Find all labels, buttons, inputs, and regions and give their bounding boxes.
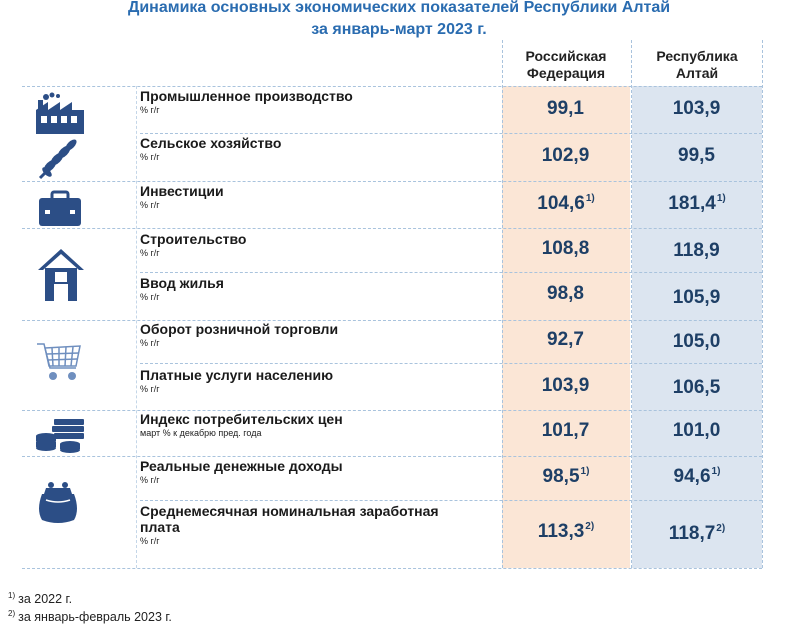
divider-horizontal [140, 500, 762, 501]
divider-horizontal [22, 568, 762, 569]
divider-horizontal [22, 86, 762, 87]
altai-value: 99,5 [678, 145, 715, 166]
wheat-icon [38, 139, 77, 180]
russia-column-header: Российская Федерация [525, 48, 607, 81]
page-title: Динамика основных экономических показате… [127, 0, 671, 16]
row-label: Сельское хозяйство [140, 135, 282, 151]
page-subtitle: за январь-март 2023 г. [311, 21, 487, 38]
divider-horizontal [22, 320, 762, 321]
factory-icon [36, 92, 84, 134]
divider-vertical [631, 40, 632, 568]
divider-horizontal [22, 181, 762, 182]
row-unit: % г/г [140, 475, 160, 485]
altai-value: 106,5 [672, 377, 721, 398]
row-label: Оборот розничной торговли [140, 321, 339, 337]
altai-value: 103,9 [672, 98, 721, 119]
wallet-icon [39, 482, 77, 523]
row-label: Строительство [140, 231, 247, 247]
russia-value: 99,1 [547, 98, 584, 119]
row-unit: % г/г [140, 152, 160, 162]
divider-horizontal [22, 228, 762, 229]
row-label: Промышленное производство [140, 88, 353, 104]
shopping-cart-icon [37, 343, 81, 380]
russia-column-background [502, 86, 630, 568]
coins-icon [36, 419, 84, 453]
row-unit: % г/г [140, 536, 160, 546]
briefcase-icon [39, 190, 81, 226]
divider-horizontal [22, 456, 762, 457]
row-unit: % г/г [140, 105, 160, 115]
row-label: Реальные денежные доходы [140, 458, 343, 474]
row-unit: % г/г [140, 248, 160, 258]
row-label: Платные услуги населению [140, 367, 334, 383]
row-unit: март % к декабрю пред. года [140, 428, 262, 438]
russia-value: 101,7 [541, 420, 590, 441]
altai-value: 94,61) [673, 466, 721, 487]
altai-value: 105,9 [672, 287, 721, 308]
divider-vertical [502, 40, 503, 568]
row-unit: % г/г [140, 292, 160, 302]
russia-value: 104,61) [537, 193, 595, 214]
altai-value: 118,72) [668, 523, 726, 544]
row-unit: % г/г [140, 384, 160, 394]
altai-column-background [632, 86, 762, 568]
altai-value: 105,0 [672, 331, 721, 352]
row-label: Ввод жилья [140, 275, 224, 291]
row-label: Среднемесячная номинальная заработная пл… [140, 503, 439, 535]
russia-value: 108,8 [541, 238, 590, 259]
altai-value: 118,9 [673, 240, 720, 261]
divider-horizontal [22, 410, 762, 411]
russia-value: 98,51) [542, 466, 590, 487]
footnote: 1) за 2022 г. [8, 591, 73, 606]
divider-horizontal [140, 133, 762, 134]
divider-horizontal [140, 363, 762, 364]
divider-vertical [136, 86, 137, 568]
row-label: Инвестиции [140, 183, 224, 199]
russia-value: 102,9 [541, 145, 590, 166]
row-label: Индекс потребительских цен [140, 411, 343, 427]
house-icon [38, 249, 84, 301]
russia-value: 98,8 [547, 283, 584, 304]
altai-value: 181,41) [668, 193, 726, 214]
footnote: 2) за январь-февраль 2023 г. [8, 609, 172, 624]
russia-value: 103,9 [541, 375, 590, 396]
row-unit: % г/г [140, 200, 160, 210]
russia-value: 113,32) [537, 521, 595, 542]
altai-value: 101,0 [672, 420, 721, 441]
row-unit: % г/г [140, 338, 160, 348]
russia-value: 92,7 [547, 329, 584, 350]
altai-column-header: Республика Алтай [656, 48, 738, 81]
divider-vertical [762, 40, 763, 568]
divider-horizontal [140, 272, 762, 273]
